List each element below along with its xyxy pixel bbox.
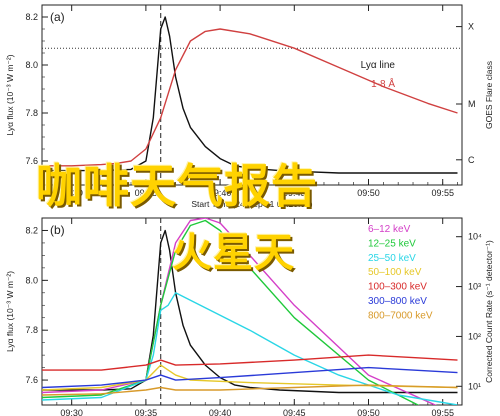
series-line-800-7000-kev xyxy=(42,384,458,396)
legend-entry: 6–12 keV xyxy=(368,224,411,235)
y-tick-label: 7.6 xyxy=(25,375,38,385)
series-line-ly- xyxy=(42,229,458,394)
y-axis-label: Lyα flux (10⁻³ W m⁻²) xyxy=(5,54,15,135)
y-tick-label: 8.2 xyxy=(25,225,38,235)
x-tick-label: 09:35 xyxy=(135,408,158,416)
y-tick-label: 7.6 xyxy=(25,156,38,166)
plot-frame-1 xyxy=(41,4,463,186)
x-tick-label: 09:40 xyxy=(209,188,232,198)
x-axis-label: Start Time (24-Sep-11 09:28:00) xyxy=(191,199,312,209)
x-tick-label: 09:40 xyxy=(209,408,232,416)
panel-label: (a) xyxy=(50,10,65,24)
x-tick-label: 09:50 xyxy=(357,188,380,198)
series-line-1-8- xyxy=(42,28,458,167)
y2-tick-label: 10⁴ xyxy=(468,232,482,242)
x-tick-label: 09:30 xyxy=(60,188,83,198)
series-line-300-800-kev xyxy=(42,366,458,389)
x-tick-label: 09:30 xyxy=(60,408,83,416)
y-tick-label: 7.8 xyxy=(25,325,38,335)
watermark-line-2: 火星天 xyxy=(172,230,295,276)
x-tick-label: 09:45 xyxy=(283,408,306,416)
legend-entry-1-8a: 1-8 Å xyxy=(371,77,395,90)
series-line-ly-line xyxy=(42,16,458,174)
y-tick-label: 8.0 xyxy=(25,275,38,285)
x-tick-label: 09:55 xyxy=(431,408,454,416)
y-tick-label: 8.0 xyxy=(25,60,38,70)
x-tick-label: 09:45 xyxy=(283,188,306,198)
series-line-50-100-kev xyxy=(42,364,458,391)
y-axis-label: Lyα flux (10⁻³ W m⁻²) xyxy=(5,271,15,352)
y2-tick-label: 10² xyxy=(468,331,481,341)
x-tick-label: 09:50 xyxy=(357,408,380,416)
y2-tick-label: M xyxy=(468,99,476,109)
legend-entry: 50–100 keV xyxy=(368,267,422,278)
series-line-100-300-kev xyxy=(42,354,458,371)
series-group-2 xyxy=(42,218,458,405)
x-tick-label: 09:35 xyxy=(135,188,158,198)
legend-entry: 12–25 keV xyxy=(368,238,416,249)
legend-entry: 300–800 keV xyxy=(368,296,427,307)
series-group-1 xyxy=(42,16,458,174)
x-tick-label: 09:55 xyxy=(431,188,454,198)
y-tick-label: 8.2 xyxy=(25,12,38,22)
series-line-25-50-kev xyxy=(42,292,458,405)
y-tick-label: 7.8 xyxy=(25,108,38,118)
y2-axis-label: Corrected Count Rate (s⁻¹ detector⁻¹) xyxy=(484,240,494,383)
y2-tick-label: X xyxy=(468,22,474,32)
legend-entry: 25–50 keV xyxy=(368,253,416,264)
y2-axis-label: GOES Flare class xyxy=(484,61,494,129)
plot-frame-2 xyxy=(41,217,463,406)
legend-entry: 800–7000 keV xyxy=(368,310,433,321)
legend-entry-lya: Lyα line xyxy=(361,60,396,71)
legend-entry: 100–300 keV xyxy=(368,282,427,293)
y2-tick-label: 10³ xyxy=(468,282,481,292)
y2-tick-label: C xyxy=(468,155,475,165)
watermark-line-1: 咖啡天气报告 xyxy=(36,159,318,213)
y2-tick-label: 10¹ xyxy=(468,381,481,391)
panel-label: (b) xyxy=(50,223,65,237)
